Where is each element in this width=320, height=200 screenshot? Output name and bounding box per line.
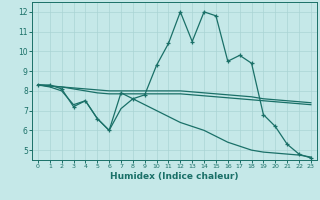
X-axis label: Humidex (Indice chaleur): Humidex (Indice chaleur): [110, 172, 239, 181]
